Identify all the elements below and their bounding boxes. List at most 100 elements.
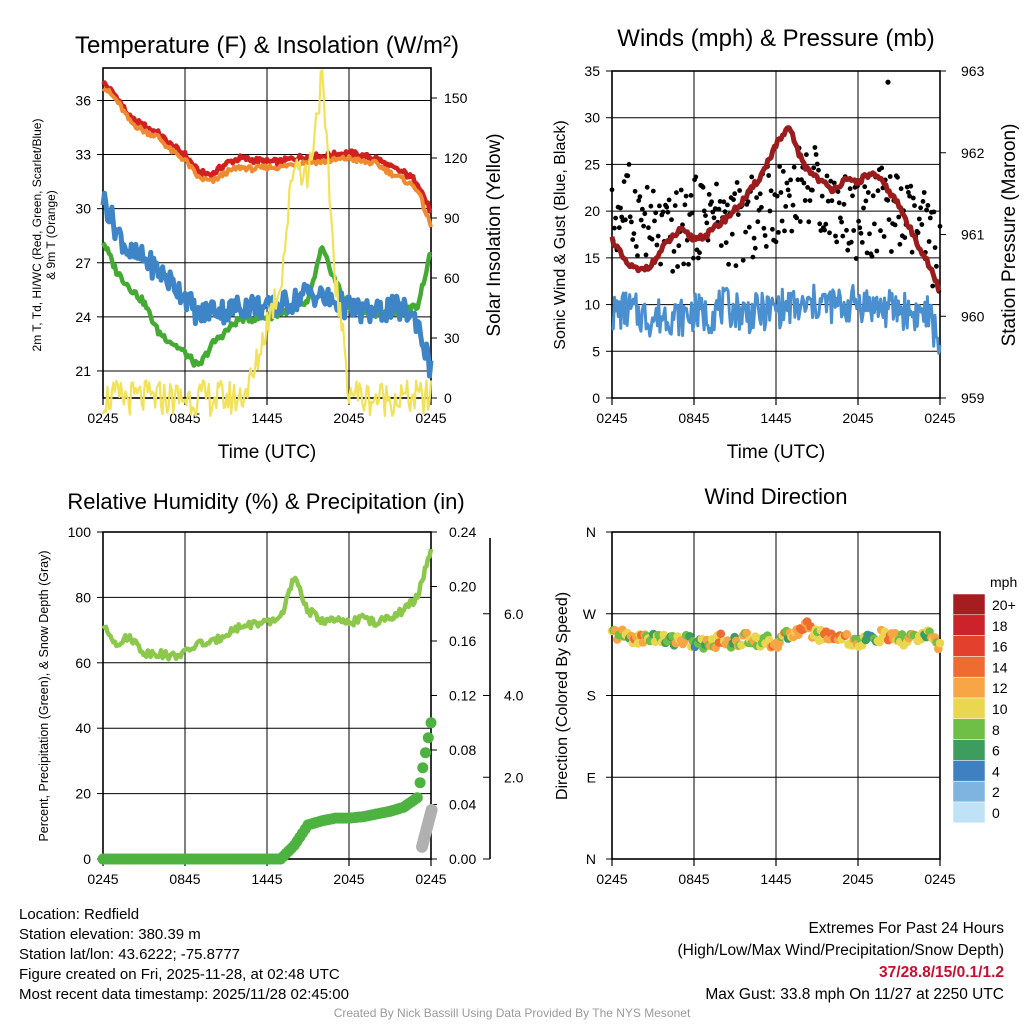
wind-gust-point — [930, 283, 936, 289]
wind-gust-point — [774, 193, 780, 199]
wind-gust-point — [816, 167, 821, 173]
rh-precip-point — [425, 717, 437, 729]
latlon-text: Station lat/lon: 43.6222; -75.8777 — [19, 946, 241, 963]
wind-gust-point — [743, 229, 748, 235]
wind-gust-point — [681, 261, 687, 267]
wind-gust-point — [714, 181, 719, 187]
wind-xlabel: Time (UTC) — [727, 442, 826, 463]
wind-gust-point — [625, 173, 631, 179]
wind-gust-point — [749, 174, 755, 180]
wind-gust-point — [701, 208, 707, 214]
wind-gust-point — [691, 255, 696, 261]
wind-gust-point — [839, 219, 844, 225]
wind-gust-point — [898, 186, 904, 192]
credit-text: Created By Nick Bassill Using Data Provi… — [333, 1006, 691, 1020]
wind-gust-point — [644, 184, 650, 190]
wind-gust-point — [791, 164, 797, 170]
wind-gust-point — [658, 261, 663, 267]
wind-gust-point — [653, 210, 659, 216]
wind-gust-point — [833, 233, 838, 239]
wind-gust-point — [613, 215, 618, 221]
rh-precip-point — [417, 762, 429, 774]
wind-gust-point — [729, 231, 735, 237]
wind-gust-point — [916, 216, 922, 222]
wind-gust-point — [648, 203, 654, 209]
wind-gust-point — [709, 199, 714, 205]
wind-y2label: Station Pressure (Maroon) — [999, 124, 1020, 347]
wind-gust-point — [783, 204, 789, 209]
wind-gust-point — [780, 169, 786, 174]
rh-xtick-label: 0245 — [415, 871, 446, 887]
rh-xtick-label: 2045 — [333, 871, 364, 887]
rh-xtick-label: 0845 — [169, 871, 200, 887]
wind-gust-point — [703, 213, 708, 219]
wind-gust-point — [674, 190, 679, 196]
wind-ytick-label: 30 — [584, 110, 600, 126]
wind-gust-point — [828, 178, 834, 184]
wind-y2tick-label: 960 — [961, 308, 985, 324]
temp-series-2m-t — [101, 80, 433, 214]
wind-gust-point — [794, 215, 800, 221]
wind-gust-point — [768, 188, 774, 194]
dir-xtick-label: 1445 — [760, 871, 791, 887]
wind-gust-point — [683, 193, 689, 199]
wind-gust-point — [642, 211, 648, 217]
dir-legend-label: 10 — [992, 701, 1008, 717]
dir-legend-swatch — [952, 635, 986, 657]
wind-gust-point — [902, 235, 908, 241]
dir-legend-swatch — [952, 739, 986, 761]
wind-gust-point — [693, 174, 699, 180]
temp-series-hi-wc — [100, 190, 434, 379]
wind-gust-point — [631, 231, 637, 237]
wind-gust-point — [710, 209, 716, 215]
wind-gust-point — [686, 261, 691, 267]
wind-gust-point — [746, 224, 752, 230]
wind-gust-point — [670, 268, 676, 274]
wind-gust-point — [870, 193, 876, 199]
wind-gust-point — [910, 195, 916, 201]
temp-xtick-label: 1445 — [251, 410, 282, 426]
wind-gust-point — [811, 165, 817, 171]
dir-xtick-label: 0245 — [596, 871, 627, 887]
dir-legend-label: 14 — [992, 659, 1008, 675]
temp-xtick-label: 0245 — [415, 410, 446, 426]
rh-y2tick-label: 0.04 — [449, 797, 476, 813]
wind-ylabel: Sonic Wind & Gust (Blue, Black) — [552, 120, 569, 349]
dir-ytick-label: E — [587, 769, 596, 785]
recent-data-text: Most recent data timestamp: 2025/11/28 0… — [19, 986, 349, 1003]
wind-gust-point — [851, 228, 857, 233]
wind-gust-point — [814, 161, 820, 167]
wind-xtick-label: 0245 — [596, 410, 627, 426]
wind-gust-point — [824, 173, 830, 179]
wind-gust-point — [835, 189, 841, 195]
wind-gust-point — [700, 184, 706, 190]
wind-gust-point — [895, 174, 900, 180]
wind-gust-point — [665, 209, 671, 215]
temp-ylabel: 2m T, Td, HI/WC (Red, Green, Scarlet/Blu… — [30, 119, 44, 352]
dir-legend-label: 8 — [992, 722, 1000, 738]
temp-xtick-label: 2045 — [333, 410, 364, 426]
wind-gust-point — [831, 180, 837, 186]
rh-y2tick-label: 0.16 — [449, 633, 476, 649]
wind-gust-point — [657, 203, 662, 209]
wind-gust-point — [853, 256, 859, 261]
wind-gust-point — [697, 250, 702, 256]
wind-ytick-label: 5 — [592, 343, 600, 359]
wind-gust-point — [627, 214, 633, 220]
rh-title: Relative Humidity (%) & Precipitation (i… — [67, 489, 464, 514]
rh-y2tick-label: 0.24 — [449, 524, 476, 540]
wind-gust-point — [664, 204, 670, 210]
wind-gust-point — [636, 198, 642, 204]
wind-gust-point — [726, 261, 731, 267]
wind-gust-point — [817, 221, 823, 227]
wind-gust-point — [640, 206, 645, 212]
temp-series-9m-t — [101, 87, 433, 228]
dir-ylabel: Direction (Colored By Speed) — [554, 592, 571, 800]
rh-y2tick-label: 0.12 — [449, 688, 476, 704]
wind-gust-point — [784, 180, 790, 186]
wind-gust-point — [725, 202, 730, 208]
wind-gust-point — [782, 228, 787, 234]
wind-ytick-label: 35 — [584, 63, 600, 79]
wind-gust-point — [763, 244, 769, 249]
